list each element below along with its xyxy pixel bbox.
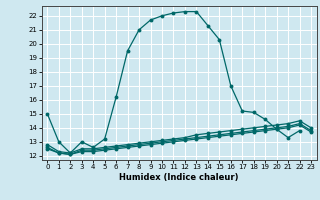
- X-axis label: Humidex (Indice chaleur): Humidex (Indice chaleur): [119, 173, 239, 182]
